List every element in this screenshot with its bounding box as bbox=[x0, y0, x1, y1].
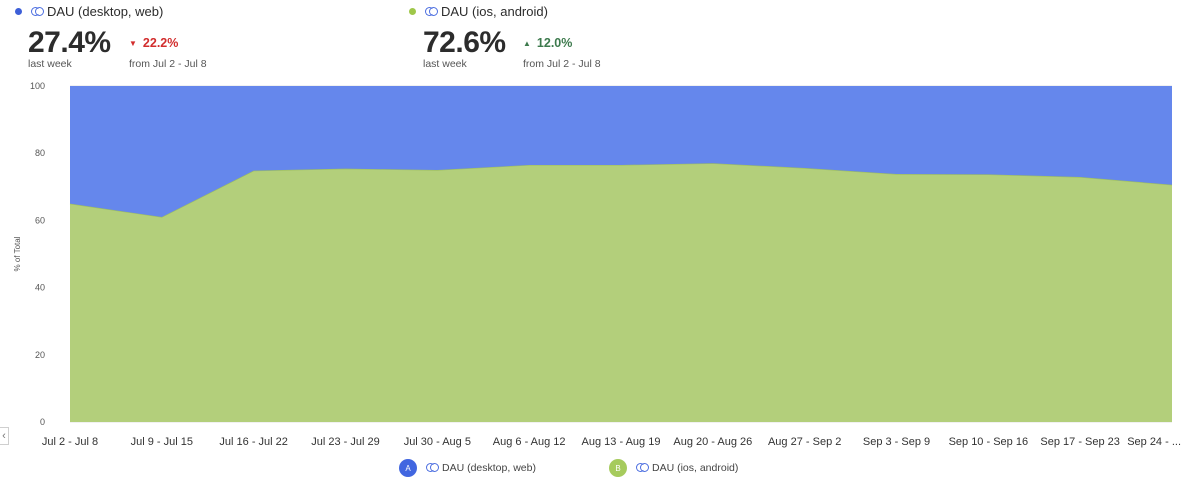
segment-rings-icon bbox=[425, 6, 439, 18]
segment-rings-icon bbox=[31, 6, 45, 18]
triangle-up-icon: ▲ bbox=[523, 38, 531, 48]
metric-comparison: from Jul 2 - Jul 8 bbox=[129, 58, 207, 70]
x-tick-label: Sep 24 - ... bbox=[1127, 436, 1181, 448]
metric-label: DAU (ios, android) bbox=[441, 4, 548, 19]
legend-label: DAU (desktop, web) bbox=[442, 462, 536, 474]
x-tick-label: Jul 2 - Jul 8 bbox=[42, 436, 98, 448]
legend-item-ios-android[interactable]: B DAU (ios, android) bbox=[609, 459, 738, 477]
metric-header[interactable]: DAU (desktop, web) bbox=[15, 4, 163, 19]
metric-delta-value: 22.2% bbox=[142, 36, 179, 50]
metric-delta: ▼ 22.2% bbox=[129, 36, 178, 50]
legend-label: DAU (ios, android) bbox=[652, 462, 739, 474]
x-tick-label: Jul 16 - Jul 22 bbox=[219, 436, 287, 448]
y-tick-label: 0 bbox=[40, 417, 45, 427]
x-tick-label: Jul 23 - Jul 29 bbox=[311, 436, 379, 448]
y-axis-label: % of Total bbox=[13, 236, 22, 271]
series-dot bbox=[409, 8, 416, 15]
x-tick-label: Sep 3 - Sep 9 bbox=[863, 436, 930, 448]
y-tick-label: 40 bbox=[35, 283, 45, 293]
y-tick-label: 100 bbox=[30, 81, 45, 91]
area-series-1 bbox=[70, 86, 1172, 218]
metric-comparison: from Jul 2 - Jul 8 bbox=[523, 58, 601, 70]
legend-item-desktop-web[interactable]: A DAU (desktop, web) bbox=[399, 459, 536, 477]
stacked-area-chart[interactable]: 0 20 40 60 80 100 % of Total Jul 2 - Jul 8 Jul 9… bbox=[0, 0, 1200, 455]
x-tick-label: Aug 27 - Sep 2 bbox=[768, 436, 841, 448]
x-tick-label: Jul 30 - Aug 5 bbox=[404, 436, 471, 448]
area-series-0 bbox=[70, 163, 1172, 422]
metric-label: DAU (desktop, web) bbox=[47, 4, 164, 19]
triangle-down-icon: ▼ bbox=[129, 38, 137, 48]
metric-delta-value: 12.0% bbox=[536, 36, 573, 50]
x-tick-label: Aug 13 - Aug 19 bbox=[582, 436, 661, 448]
x-tick-label: Sep 10 - Sep 16 bbox=[949, 436, 1029, 448]
chevron-left-icon[interactable]: ‹ bbox=[0, 427, 9, 445]
legend-badge: B bbox=[609, 459, 627, 477]
series-dot bbox=[15, 8, 22, 15]
x-tick-label: Aug 20 - Aug 26 bbox=[673, 436, 752, 448]
chart-legend: A DAU (desktop, web) B DAU (ios, android… bbox=[0, 459, 1200, 479]
metric-delta: ▲ 12.0% bbox=[523, 36, 572, 50]
metric-header[interactable]: DAU (ios, android) bbox=[409, 4, 548, 19]
segment-rings-icon bbox=[636, 462, 650, 474]
legend-badge: A bbox=[399, 459, 417, 477]
metric-value: 27.4% bbox=[28, 26, 111, 59]
metric-period: last week bbox=[423, 58, 467, 70]
y-tick-label: 80 bbox=[35, 148, 45, 158]
segment-rings-icon bbox=[426, 462, 440, 474]
x-tick-label: Aug 6 - Aug 12 bbox=[493, 436, 566, 448]
metric-period: last week bbox=[28, 58, 72, 70]
metric-value: 72.6% bbox=[423, 26, 506, 59]
y-tick-label: 20 bbox=[35, 350, 45, 360]
y-tick-label: 60 bbox=[35, 215, 45, 225]
x-tick-label: Jul 9 - Jul 15 bbox=[131, 436, 193, 448]
x-tick-label: Sep 17 - Sep 23 bbox=[1040, 436, 1120, 448]
